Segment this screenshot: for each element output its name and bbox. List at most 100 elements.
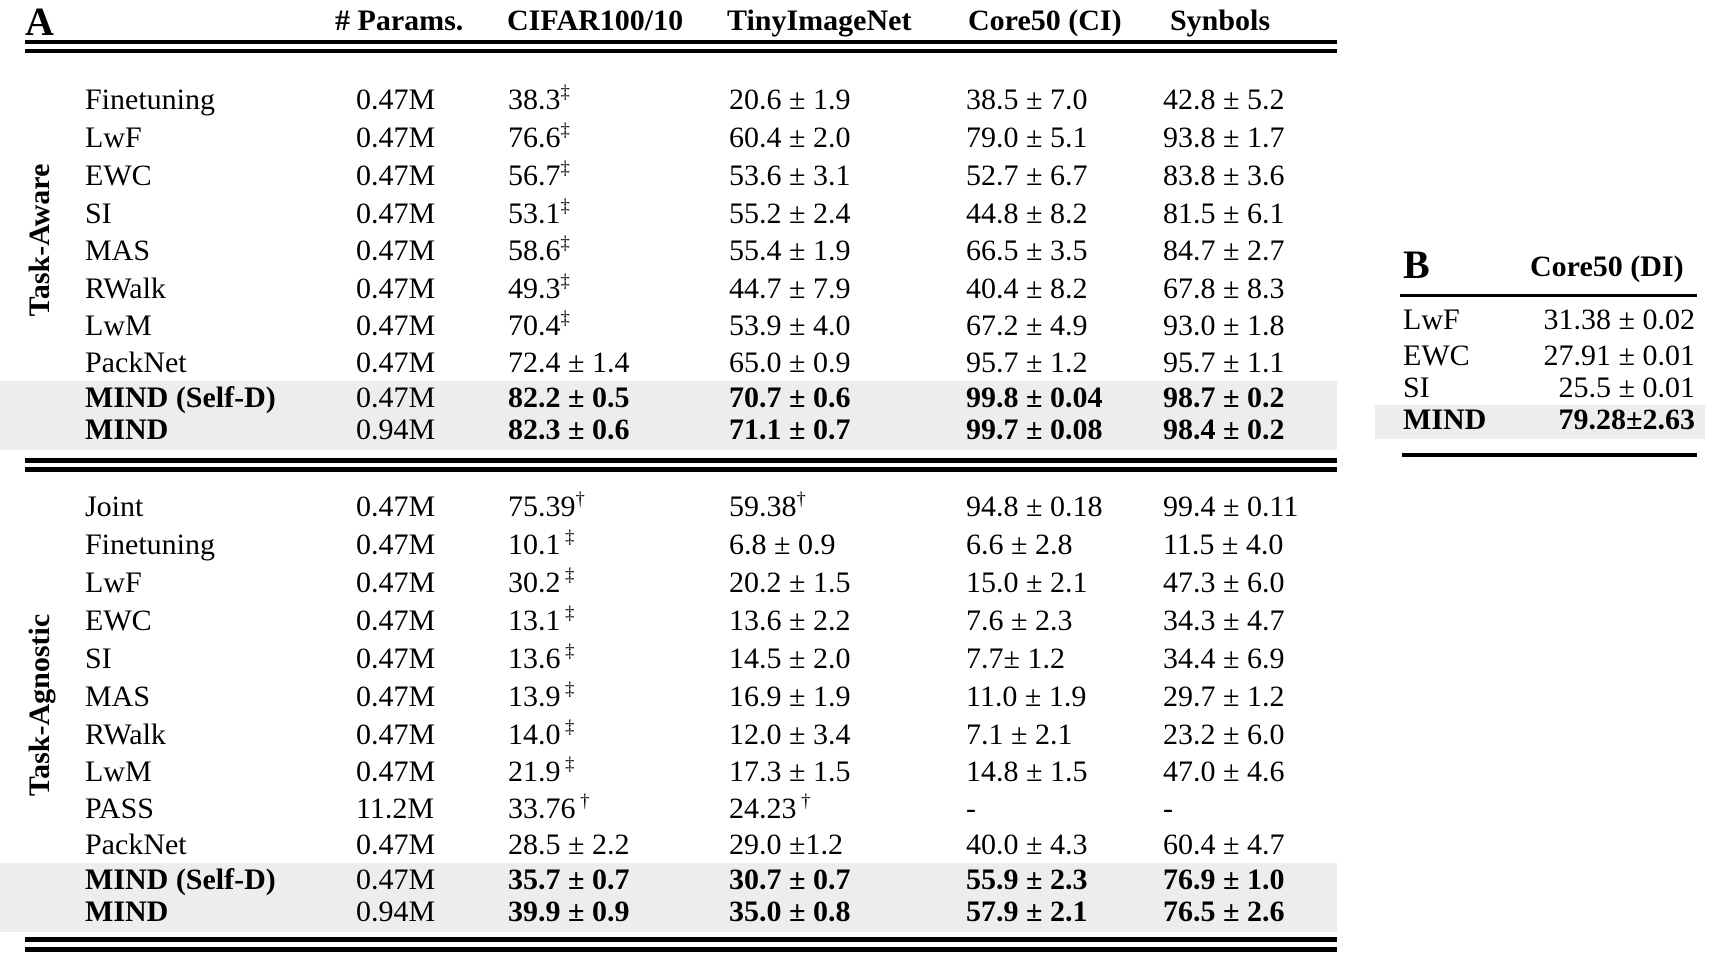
tinyimagenet-value: 71.1 ± 0.7	[729, 413, 851, 446]
params-value: 0.47M	[356, 642, 436, 675]
highlight-band-task-agnostic-mind	[0, 863, 1337, 932]
synbols-value: 34.3 ± 4.7	[1163, 604, 1285, 637]
method-name: SI	[85, 197, 112, 230]
synbols-value: 81.5 ± 6.1	[1163, 197, 1285, 230]
cifar-value: 39.9 ± 0.9	[508, 895, 630, 928]
core50ci-value: 7.1 ± 2.1	[966, 718, 1073, 751]
footnote-marker: ‡	[560, 82, 570, 103]
params-value: 0.47M	[356, 863, 436, 896]
footnote-marker: †	[796, 791, 811, 812]
table-row: LwF 0.47M 30.2 ‡ 20.2 ± 1.5 15.0 ± 2.1 4…	[0, 566, 1345, 600]
params-value: 0.47M	[356, 309, 436, 342]
params-value: 0.47M	[356, 490, 436, 523]
synbols-value: 29.7 ± 1.2	[1163, 680, 1285, 713]
tinyimagenet-value: 13.6 ± 2.2	[729, 604, 851, 637]
method-name: MIND	[1403, 403, 1487, 436]
synbols-value: 60.4 ± 4.7	[1163, 828, 1285, 861]
column-header-cifar: CIFAR100/10	[507, 4, 684, 37]
method-name: LwM	[85, 755, 152, 788]
core50ci-value: 57.9 ± 2.1	[966, 895, 1088, 928]
column-header-synbols: Synbols	[1170, 4, 1271, 37]
synbols-value: 84.7 ± 2.7	[1163, 234, 1285, 267]
core50di-value: 31.38 ± 0.02	[1543, 303, 1695, 336]
method-name: RWalk	[85, 718, 166, 751]
tinyimagenet-value: 70.7 ± 0.6	[729, 381, 851, 414]
synbols-value: 34.4 ± 6.9	[1163, 642, 1285, 675]
method-name: SI	[85, 642, 112, 675]
table-row: PackNet 0.47M 28.5 ± 2.2 29.0 ±1.2 40.0 …	[0, 828, 1345, 862]
method-name: Finetuning	[85, 528, 216, 561]
synbols-value: 42.8 ± 5.2	[1163, 83, 1285, 116]
table-row: Joint 0.47M 75.39† 59.38† 94.8 ± 0.18 99…	[0, 490, 1345, 524]
table-row: LwF 0.47M 76.6‡ 60.4 ± 2.0 79.0 ± 5.1 93…	[0, 121, 1345, 155]
method-name: EWC	[85, 604, 152, 637]
params-value: 0.47M	[356, 83, 436, 116]
params-value: 0.47M	[356, 159, 436, 192]
tinyimagenet-value: 14.5 ± 2.0	[729, 642, 851, 675]
cifar-value: 82.3 ± 0.6	[508, 413, 630, 446]
cifar-value: 10.1 ‡	[508, 527, 575, 561]
core50ci-value: 38.5 ± 7.0	[966, 83, 1088, 116]
table-row: MIND (Self-D) 0.47M 82.2 ± 0.5 70.7 ± 0.…	[0, 381, 1345, 415]
params-value: 0.94M	[356, 895, 436, 928]
tinyimagenet-value: 17.3 ± 1.5	[729, 755, 851, 788]
footnote-marker: †	[796, 489, 806, 510]
core50ci-value: 99.8 ± 0.04	[966, 381, 1103, 414]
params-value: 0.47M	[356, 828, 436, 861]
core50ci-value: 7.7± 1.2	[966, 642, 1065, 675]
params-value: 0.47M	[356, 566, 436, 599]
synbols-value: 76.5 ± 2.6	[1163, 895, 1285, 928]
method-name: LwM	[85, 309, 152, 342]
tinyimagenet-value: 44.7 ± 7.9	[729, 272, 851, 305]
synbols-value: 98.7 ± 0.2	[1163, 381, 1285, 414]
table-row: LwM 0.47M 21.9 ‡ 17.3 ± 1.5 14.8 ± 1.5 4…	[0, 755, 1345, 789]
synbols-value: -	[1163, 792, 1173, 825]
cifar-value: 13.6 ‡	[508, 641, 575, 675]
footnote-marker: ‡	[560, 271, 570, 292]
core50ci-value: 95.7 ± 1.2	[966, 346, 1088, 379]
cifar-value: 13.9 ‡	[508, 679, 575, 713]
tinyimagenet-value: 55.4 ± 1.9	[729, 234, 851, 267]
cifar-value: 70.4‡	[508, 308, 570, 342]
bottom-rule-top	[25, 937, 1337, 942]
core50ci-value: 52.7 ± 6.7	[966, 159, 1088, 192]
cifar-value: 30.2 ‡	[508, 565, 575, 599]
table-b-header-rule	[1400, 294, 1697, 297]
method-name: SI	[1403, 371, 1430, 404]
synbols-value: 98.4 ± 0.2	[1163, 413, 1285, 446]
core50ci-value: 94.8 ± 0.18	[966, 490, 1103, 523]
cifar-value: 75.39†	[508, 489, 585, 523]
highlight-band-table-b-mind	[1375, 405, 1705, 439]
params-value: 0.47M	[356, 718, 436, 751]
bottom-rule-bottom	[25, 947, 1337, 952]
mid-rule-bottom	[25, 467, 1337, 472]
table-row: PASS 11.2M 33.76 † 24.23 † - -	[0, 792, 1345, 826]
table-row: RWalk 0.47M 14.0 ‡ 12.0 ± 3.4 7.1 ± 2.1 …	[0, 718, 1345, 752]
footnote-marker: †	[575, 791, 590, 812]
table-row: EWC 0.47M 13.1 ‡ 13.6 ± 2.2 7.6 ± 2.3 34…	[0, 604, 1345, 638]
footnote-marker: ‡	[560, 565, 575, 586]
column-header-tinyimagenet: TinyImageNet	[727, 4, 912, 37]
core50ci-value: 40.4 ± 8.2	[966, 272, 1088, 305]
tinyimagenet-value: 6.8 ± 0.9	[729, 528, 836, 561]
core50ci-value: 55.9 ± 2.3	[966, 863, 1088, 896]
cifar-value: 49.3‡	[508, 271, 570, 305]
synbols-value: 99.4 ± 0.11	[1163, 490, 1299, 523]
synbols-value: 23.2 ± 6.0	[1163, 718, 1285, 751]
cifar-value: 82.2 ± 0.5	[508, 381, 630, 414]
method-name: EWC	[1403, 339, 1470, 372]
column-header-core50di: Core50 (DI)	[1530, 250, 1684, 283]
core50ci-value: 14.8 ± 1.5	[966, 755, 1088, 788]
panel-a-label: A	[25, 0, 54, 44]
tinyimagenet-value: 30.7 ± 0.7	[729, 863, 851, 896]
tinyimagenet-value: 20.2 ± 1.5	[729, 566, 851, 599]
footnote-marker: ‡	[560, 196, 570, 217]
synbols-value: 83.8 ± 3.6	[1163, 159, 1285, 192]
method-name: RWalk	[85, 272, 166, 305]
column-header-params: # Params.	[335, 4, 464, 37]
synbols-value: 67.8 ± 8.3	[1163, 272, 1285, 305]
table-row: SI 0.47M 13.6 ‡ 14.5 ± 2.0 7.7± 1.2 34.4…	[0, 642, 1345, 676]
tinyimagenet-value: 53.9 ± 4.0	[729, 309, 851, 342]
synbols-value: 11.5 ± 4.0	[1163, 528, 1284, 561]
table-row: MIND (Self-D) 0.47M 35.7 ± 0.7 30.7 ± 0.…	[0, 863, 1345, 897]
